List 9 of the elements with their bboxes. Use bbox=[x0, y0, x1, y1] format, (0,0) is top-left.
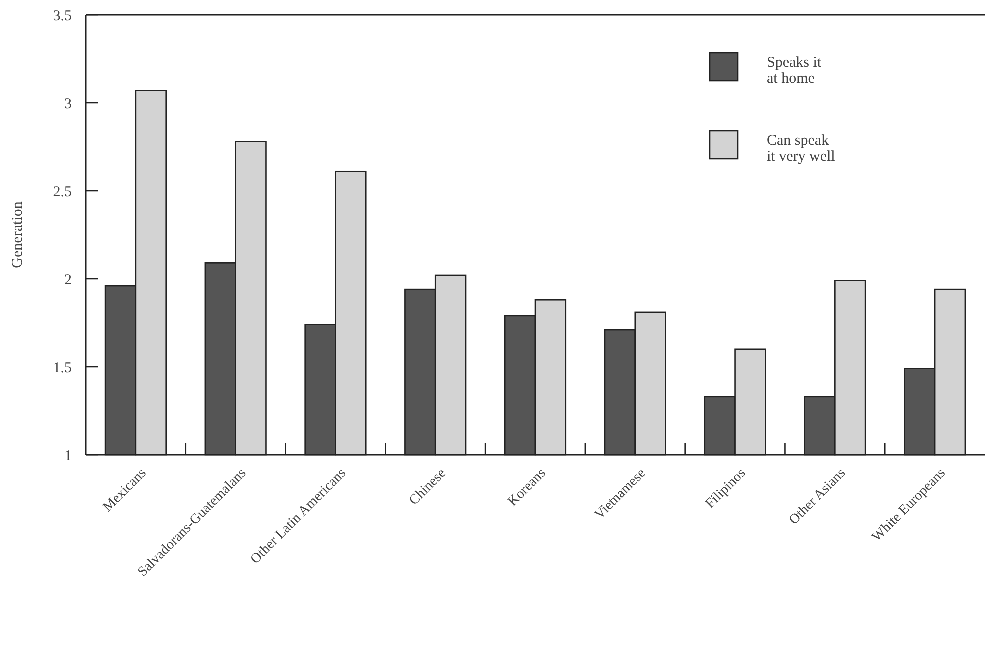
legend-label: Speaks it at home bbox=[767, 55, 822, 87]
y-tick-label: 2 bbox=[64, 272, 72, 288]
y-tick-label: 1 bbox=[64, 448, 72, 464]
y-tick-label: 3.5 bbox=[53, 8, 72, 24]
y-tick-label: 2.5 bbox=[53, 184, 72, 200]
legend-label: Can speak it very well bbox=[767, 133, 836, 165]
y-tick-label: 3 bbox=[64, 96, 72, 112]
y-axis-title: Generation bbox=[10, 201, 26, 268]
y-tick-label: 1.5 bbox=[53, 360, 72, 376]
